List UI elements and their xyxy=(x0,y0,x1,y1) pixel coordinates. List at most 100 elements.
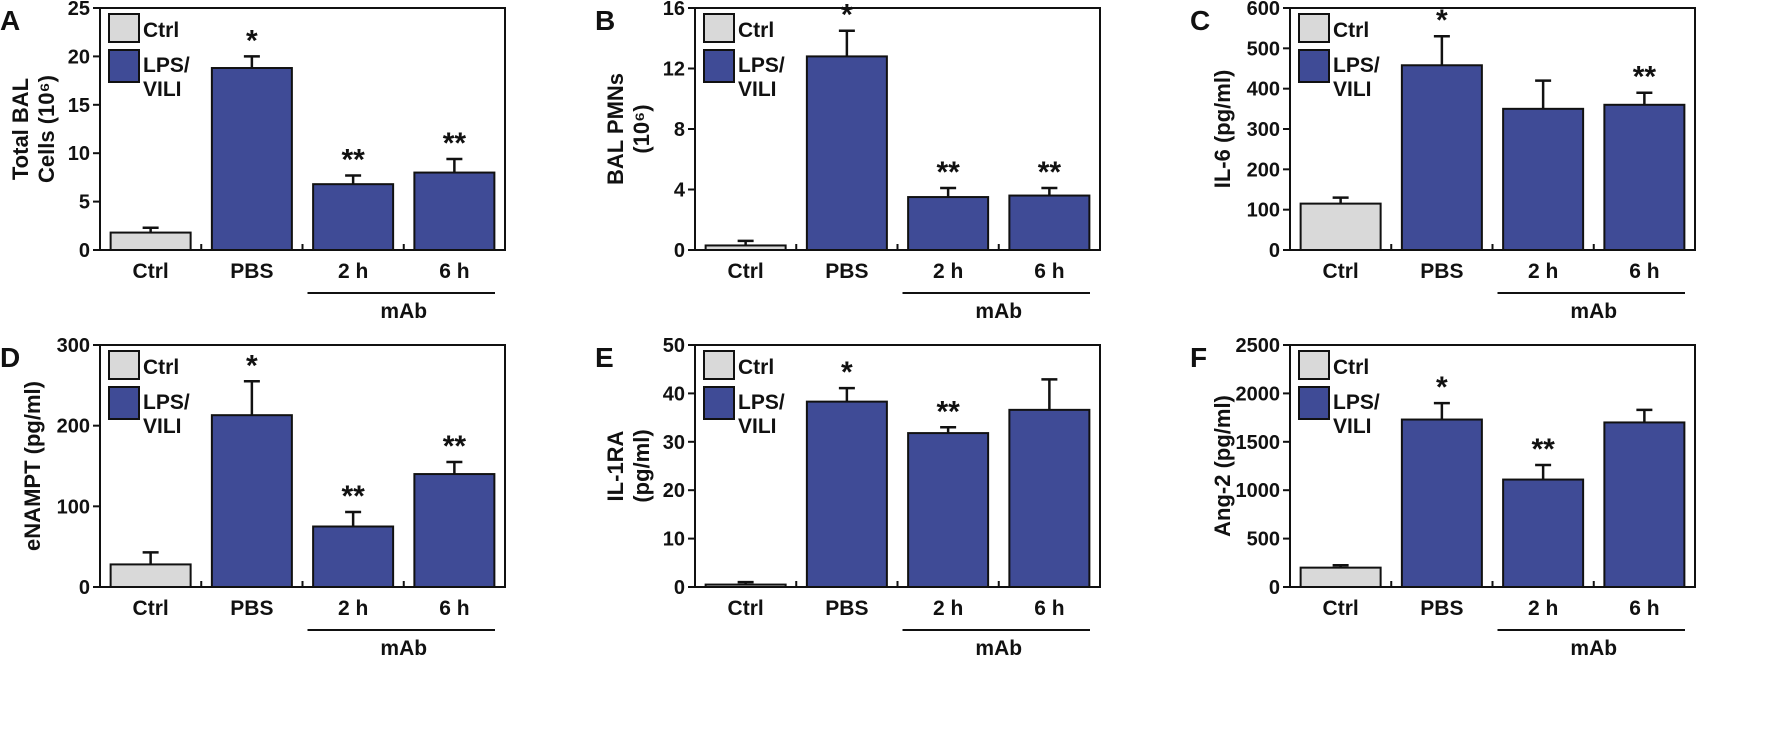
legend: Ctrl LPS/VILI xyxy=(703,350,785,438)
legend-label-lps-vili: VILI xyxy=(143,415,182,438)
y-tick-label: 40 xyxy=(663,383,685,405)
significance-marker: ** xyxy=(341,143,365,176)
y-tick-label: 300 xyxy=(1247,119,1280,141)
x-tick-label: 2 h xyxy=(933,260,963,283)
significance-marker: * xyxy=(841,356,853,389)
y-tick-label: 1000 xyxy=(1236,480,1281,502)
legend-label-ctrl: Ctrl xyxy=(143,356,179,379)
group-label: mAb xyxy=(1570,637,1617,660)
legend-label-lps-vili: LPS/ xyxy=(1333,54,1380,77)
x-tick-label: 2 h xyxy=(1528,260,1558,283)
y-tick-label: 4 xyxy=(674,180,686,202)
y-tick-label: 10 xyxy=(663,529,685,551)
significance-marker: ** xyxy=(1531,433,1555,466)
legend-label-lps-vili: LPS/ xyxy=(738,54,785,77)
legend-label-ctrl: Ctrl xyxy=(1333,19,1369,42)
group-label: mAb xyxy=(975,300,1022,323)
group-label: mAb xyxy=(380,300,427,323)
y-tick-label: 20 xyxy=(663,480,685,502)
legend-swatch-lps-vili xyxy=(703,386,735,420)
x-tick-label: 2 h xyxy=(933,597,963,620)
x-tick-label: 6 h xyxy=(439,260,469,283)
x-tick-label: 6 h xyxy=(1629,260,1659,283)
legend-label-ctrl: Ctrl xyxy=(738,356,774,379)
bar-pbs xyxy=(805,55,888,252)
x-tick-label: Ctrl xyxy=(728,260,764,283)
x-tick-label: PBS xyxy=(230,597,273,620)
legend-swatch-ctrl xyxy=(1298,13,1330,43)
y-tick-label: 500 xyxy=(1247,38,1280,60)
significance-marker: ** xyxy=(936,395,960,428)
x-tick-label: Ctrl xyxy=(728,597,764,620)
x-tick-label: Ctrl xyxy=(1323,260,1359,283)
bar-ctrl xyxy=(704,244,787,251)
legend-swatch-ctrl xyxy=(108,350,140,380)
x-tick-label: Ctrl xyxy=(1323,597,1359,620)
legend-label-lps-vili: VILI xyxy=(738,415,777,438)
legend-swatch-lps-vili xyxy=(703,49,735,83)
bar-pbs xyxy=(210,414,293,589)
legend-swatch-ctrl xyxy=(703,350,735,380)
legend-label-lps-vili: LPS/ xyxy=(1333,391,1380,414)
bar-pbs xyxy=(805,400,888,588)
x-tick-label: 6 h xyxy=(439,597,469,620)
y-axis-label: Ang-2 (pg/ml) xyxy=(1210,395,1235,537)
bar-6h xyxy=(1008,194,1091,252)
y-tick-label: 100 xyxy=(57,496,90,518)
y-tick-label: 16 xyxy=(663,0,685,20)
y-tick-label: 20 xyxy=(68,46,90,68)
bar-2h xyxy=(907,432,990,588)
bar-pbs xyxy=(1400,418,1483,589)
legend-swatch-lps-vili xyxy=(108,386,140,420)
y-axis-label: BAL PMNs xyxy=(603,73,628,185)
significance-marker: * xyxy=(1436,371,1448,404)
y-tick-label: 200 xyxy=(57,416,90,438)
legend: Ctrl LPS/VILI xyxy=(1298,350,1380,438)
y-tick-label: 1500 xyxy=(1236,432,1281,454)
significance-marker: ** xyxy=(341,480,365,513)
x-tick-label: Ctrl xyxy=(133,260,169,283)
y-tick-label: 0 xyxy=(674,577,685,599)
x-tick-label: PBS xyxy=(825,260,868,283)
legend-label-lps-vili: VILI xyxy=(738,78,777,101)
y-axis-label: Cells (10⁶) xyxy=(34,75,59,183)
bar-ctrl xyxy=(704,583,787,589)
bar-2h xyxy=(1502,478,1585,588)
panel-letter: D xyxy=(0,342,20,373)
significance-marker: * xyxy=(246,24,258,57)
panel-letter: F xyxy=(1190,342,1207,373)
legend-label-lps-vili: VILI xyxy=(1333,415,1372,438)
y-tick-label: 0 xyxy=(1269,240,1280,262)
y-tick-label: 30 xyxy=(663,432,685,454)
legend-swatch-ctrl xyxy=(703,13,735,43)
y-tick-label: 12 xyxy=(663,59,685,81)
legend-label-lps-vili: LPS/ xyxy=(143,391,190,414)
bar-6h xyxy=(413,473,496,588)
x-tick-label: PBS xyxy=(230,260,273,283)
x-tick-label: 6 h xyxy=(1034,597,1064,620)
bar-pbs xyxy=(210,67,293,251)
x-tick-label: 6 h xyxy=(1034,260,1064,283)
y-tick-label: 0 xyxy=(79,240,90,262)
y-axis-label: IL-6 (pg/ml) xyxy=(1210,70,1235,189)
legend-swatch-ctrl xyxy=(108,13,140,43)
legend-swatch-lps-vili xyxy=(1298,386,1330,420)
panel-letter: C xyxy=(1190,5,1210,36)
bar-6h xyxy=(1603,103,1686,251)
panel-b: B 0 4 8 12 16 BAL PMNs (10⁶) Ctrl * PBS ** 2 h ** 6 h m… xyxy=(595,0,1101,323)
y-tick-label: 500 xyxy=(1247,529,1280,551)
legend-label-ctrl: Ctrl xyxy=(1333,356,1369,379)
legend-label-lps-vili: LPS/ xyxy=(143,54,190,77)
legend: Ctrl LPS/VILI xyxy=(108,350,190,438)
group-label: mAb xyxy=(975,637,1022,660)
panel-letter: E xyxy=(595,342,614,373)
significance-marker: ** xyxy=(1633,61,1657,94)
legend-label-ctrl: Ctrl xyxy=(738,19,774,42)
x-tick-label: 6 h xyxy=(1629,597,1659,620)
x-tick-label: 2 h xyxy=(338,597,368,620)
bar-6h xyxy=(1603,421,1686,588)
y-axis-label: eNAMPT (pg/ml) xyxy=(20,381,45,551)
y-tick-label: 15 xyxy=(68,95,90,117)
y-tick-label: 0 xyxy=(1269,577,1280,599)
y-tick-label: 8 xyxy=(674,119,685,141)
